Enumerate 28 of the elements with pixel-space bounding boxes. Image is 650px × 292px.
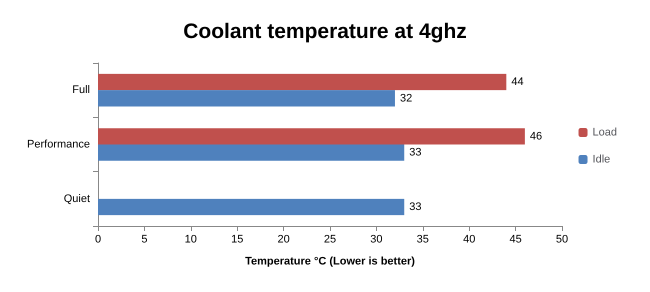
data-label: 44 xyxy=(511,76,524,88)
x-tick-label: 5 xyxy=(141,234,148,246)
legend-label: Idle xyxy=(592,154,610,166)
x-tick-label: 50 xyxy=(556,234,568,246)
y-tick-label: Full xyxy=(72,84,90,96)
data-label: 46 xyxy=(530,130,542,142)
x-tick-label: 40 xyxy=(463,234,476,246)
x-tick-label: 0 xyxy=(94,234,102,246)
bar xyxy=(98,128,525,144)
y-tick-label: Quiet xyxy=(64,192,90,205)
legend-label: Load xyxy=(592,126,618,138)
y-tick-label: Performance xyxy=(27,138,90,150)
x-tick-label: 25 xyxy=(324,234,336,246)
x-tick-label: 20 xyxy=(277,234,290,246)
data-label: 32 xyxy=(400,92,412,104)
bar xyxy=(98,144,404,161)
data-label: 33 xyxy=(409,200,422,213)
x-tick-label: 35 xyxy=(416,234,429,246)
bar xyxy=(98,198,404,216)
x-axis-title: Temperature °C (Lower is better) xyxy=(245,256,416,268)
bar xyxy=(98,90,395,106)
chart-title: Coolant temperature at 4ghz xyxy=(183,20,467,43)
x-tick-label: 45 xyxy=(509,234,522,246)
x-tick-label: 30 xyxy=(370,234,383,246)
x-tick-label: 10 xyxy=(184,234,197,246)
bar xyxy=(98,74,506,90)
x-tick-label: 15 xyxy=(231,234,244,246)
data-label: 33 xyxy=(409,146,422,159)
